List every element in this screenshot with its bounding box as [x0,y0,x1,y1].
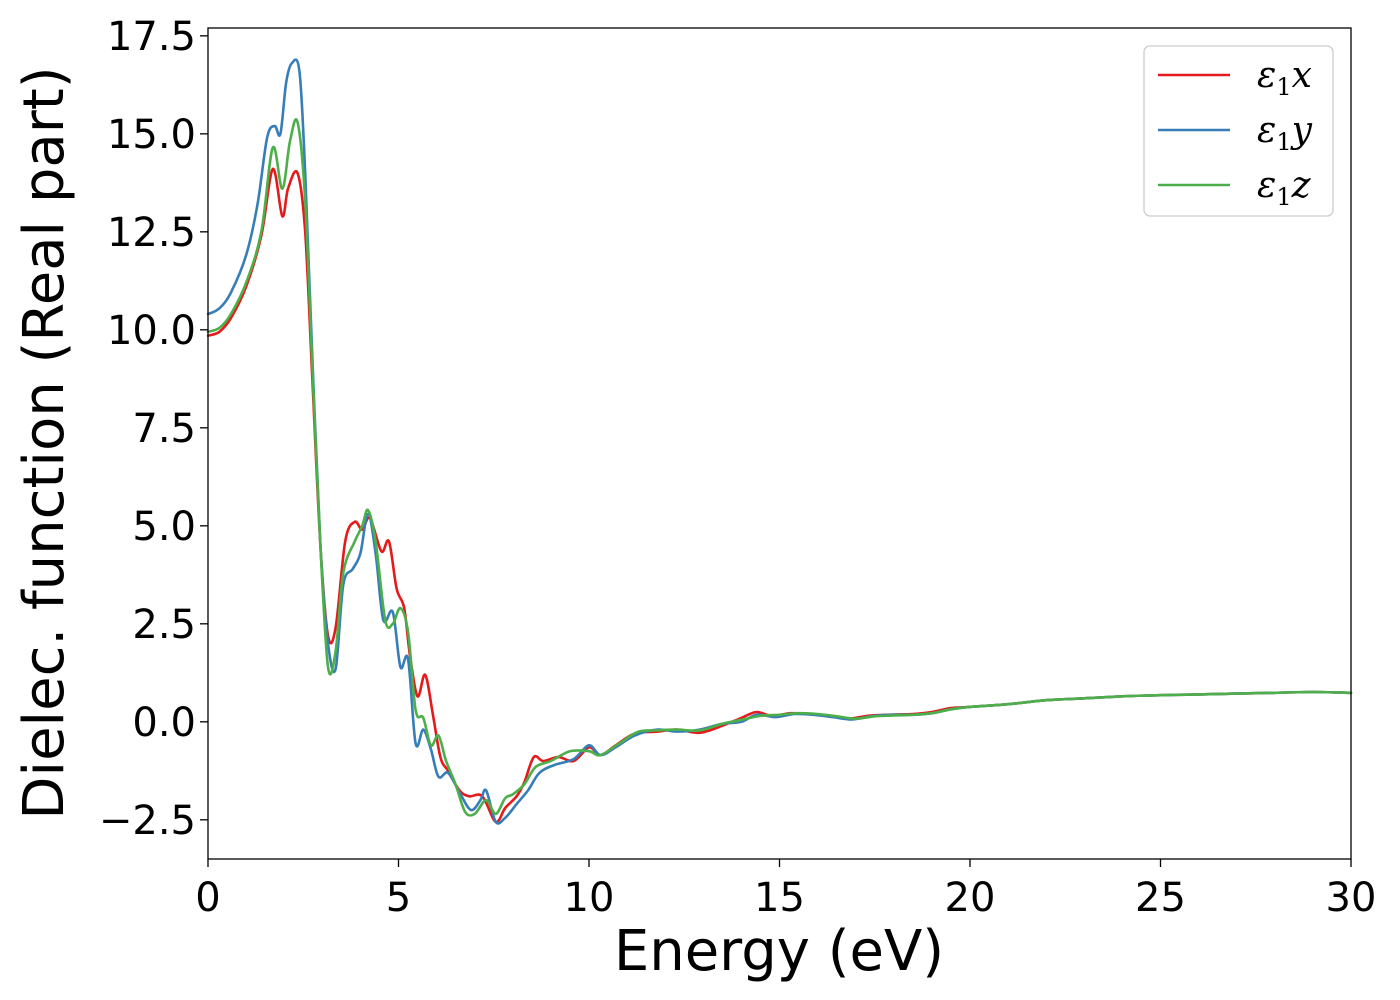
x-tick-label: 5 [386,875,411,921]
legend-label-z: ε1z [1257,165,1312,211]
y-tick-label: 0.0 [132,700,196,746]
x-tick-label: 20 [945,875,996,921]
x-axis-title: Energy (eV) [614,919,944,984]
legend-label-subscript: 1 [1276,183,1291,211]
y-axis-title: Dielec. function (Real part) [12,66,77,819]
y-tick-label: 2.5 [132,602,196,648]
series-line-z [208,119,1351,815]
legend-label-y: ε1y [1257,110,1313,156]
legend-box [1143,45,1334,217]
y-tick-label: 7.5 [132,406,196,452]
y-axis: −2.5 0.0 2.5 5.0 7.5 10.0 12.5 15.0 17.5 [99,14,208,844]
x-axis: 0 5 10 15 20 25 30 [195,859,1376,921]
y-tick-label: 10.0 [107,308,196,354]
legend-label-subscript: 1 [1276,128,1291,156]
x-tick-label: 0 [195,875,220,921]
legend-label-tail: y [1290,110,1313,151]
legend-label-subscript: 1 [1276,73,1291,101]
legend-label-base: ε [1257,55,1276,96]
y-tick-label: 17.5 [107,14,196,60]
y-tick-label: 5.0 [132,504,196,550]
x-tick-label: 25 [1135,875,1186,921]
x-tick-label: 30 [1326,875,1377,921]
legend-label-x: ε1x [1257,55,1312,101]
legend-label-tail: x [1292,55,1312,96]
series-layer [208,60,1351,824]
x-tick-label: 15 [754,875,805,921]
x-tick-label: 10 [564,875,615,921]
y-tick-label: −2.5 [99,798,196,844]
legend-label-base: ε [1257,110,1276,151]
legend-label-base: ε [1257,165,1276,206]
legend-label-tail: z [1291,165,1312,206]
y-tick-label: 12.5 [107,210,196,256]
y-tick-label: 15.0 [107,112,196,158]
